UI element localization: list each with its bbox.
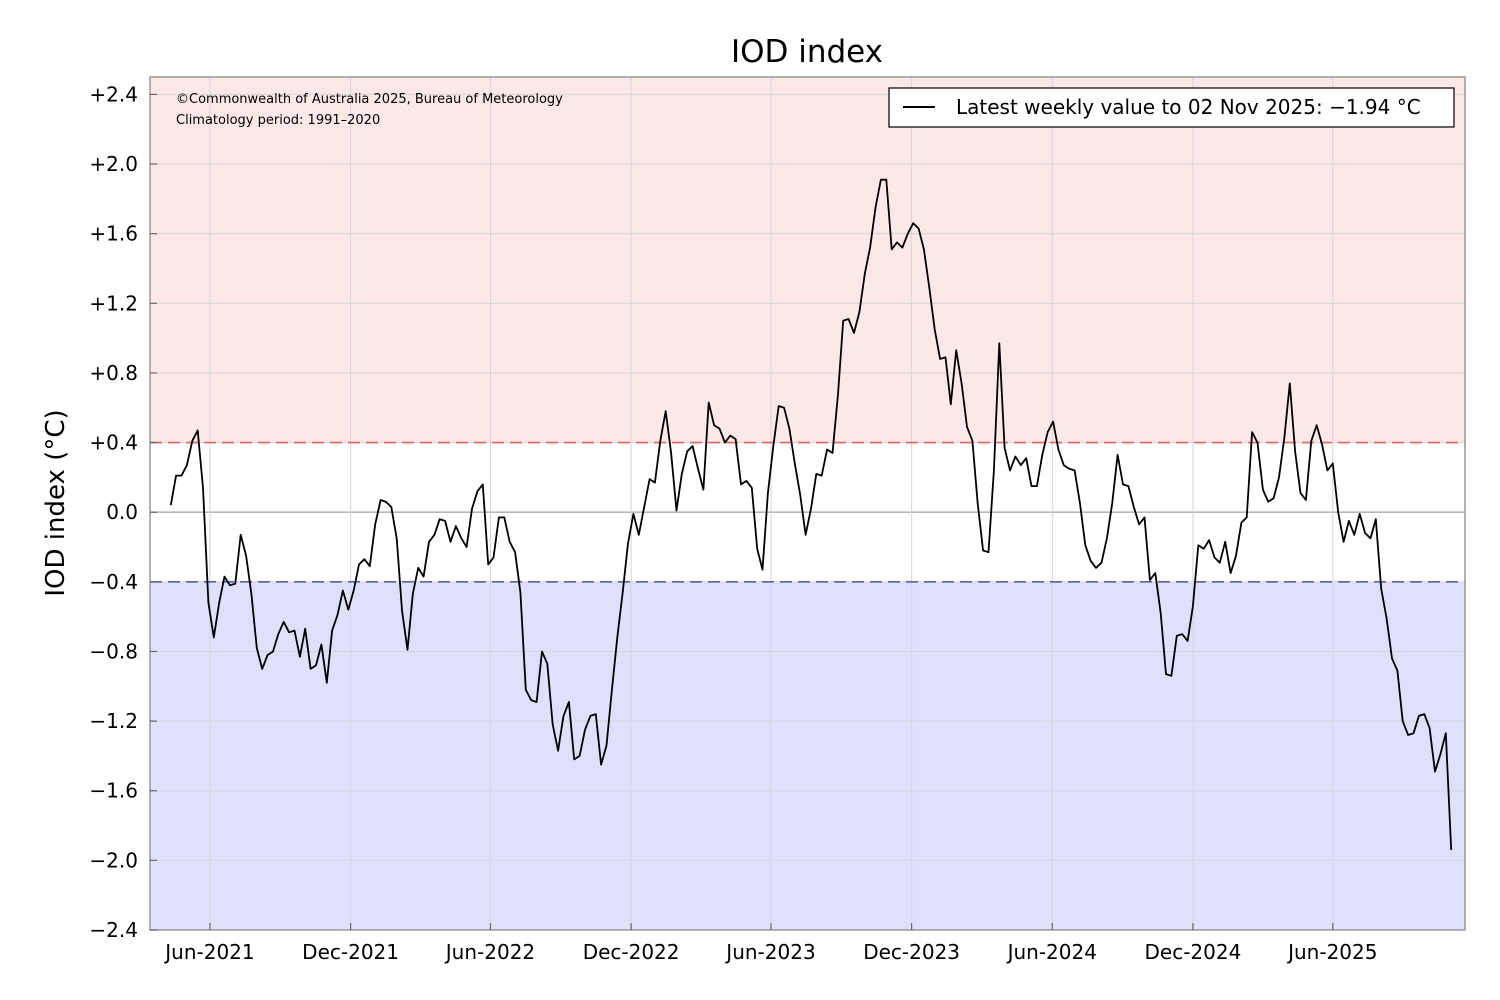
y-tick-label: +2.0 bbox=[89, 152, 138, 176]
y-tick-label: +0.4 bbox=[89, 431, 138, 455]
x-tick-label: Jun-2023 bbox=[724, 940, 815, 964]
y-tick-label: +0.8 bbox=[89, 361, 138, 385]
copyright-note: ©Commonwealth of Australia 2025, Bureau … bbox=[176, 92, 563, 107]
x-tick-label: Jun-2025 bbox=[1286, 940, 1377, 964]
x-tick-label: Dec-2021 bbox=[302, 940, 399, 964]
y-tick-label: −2.0 bbox=[89, 848, 138, 872]
y-tick-label: −1.2 bbox=[89, 709, 138, 733]
climatology-note: Climatology period: 1991–2020 bbox=[176, 113, 380, 128]
series-line bbox=[169, 178, 1453, 850]
series-layer bbox=[169, 178, 1453, 850]
x-axis: Jun-2021 Dec-2021 Jun-2022 Dec-2022 Jun-2023… bbox=[163, 923, 1377, 964]
y-tick-label: +1.6 bbox=[89, 222, 138, 246]
y-tick-label: −0.8 bbox=[89, 639, 138, 663]
x-tick-label: Dec-2023 bbox=[863, 940, 960, 964]
y-tick-label: −1.6 bbox=[89, 779, 138, 803]
legend: Latest weekly value to 02 Nov 2025: −1.9… bbox=[888, 87, 1455, 128]
threshold-lines bbox=[150, 441, 1465, 583]
y-axis: +2.4 +2.0 +1.6 +1.2 +0.8 +0.4 0.0 −0.4 −0.8 −1.2 −… bbox=[89, 82, 157, 942]
threshold-regions bbox=[150, 77, 1465, 930]
plot-frame bbox=[149, 76, 1466, 931]
y-tick-label: −2.4 bbox=[89, 918, 138, 942]
positive-iod-region bbox=[150, 77, 1465, 443]
x-tick-label: Jun-2021 bbox=[163, 940, 254, 964]
y-tick-label: +1.2 bbox=[89, 291, 138, 315]
negative-iod-region bbox=[150, 581, 1465, 930]
x-tick-label: Dec-2024 bbox=[1145, 940, 1242, 964]
y-tick-label: +2.4 bbox=[89, 82, 138, 106]
legend-box bbox=[888, 87, 1455, 128]
chart-title: IOD index bbox=[731, 34, 883, 70]
legend-label: Latest weekly value to 02 Nov 2025: −1.9… bbox=[956, 95, 1421, 119]
x-tick-label: Dec-2022 bbox=[583, 940, 680, 964]
y-axis-label: IOD index (°C) bbox=[41, 409, 71, 596]
y-tick-label: −0.4 bbox=[89, 570, 138, 594]
x-tick-label: Jun-2024 bbox=[1006, 940, 1097, 964]
y-tick-label: 0.0 bbox=[106, 500, 138, 524]
x-tick-label: Jun-2022 bbox=[444, 940, 535, 964]
